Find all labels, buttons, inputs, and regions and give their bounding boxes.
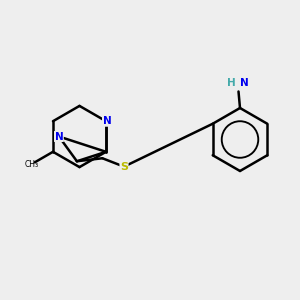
Text: H: H (226, 78, 236, 88)
Text: S: S (120, 162, 128, 172)
Text: N: N (55, 131, 63, 142)
Text: CH₃: CH₃ (24, 160, 38, 169)
Text: N: N (103, 116, 111, 126)
Text: N: N (239, 78, 248, 88)
